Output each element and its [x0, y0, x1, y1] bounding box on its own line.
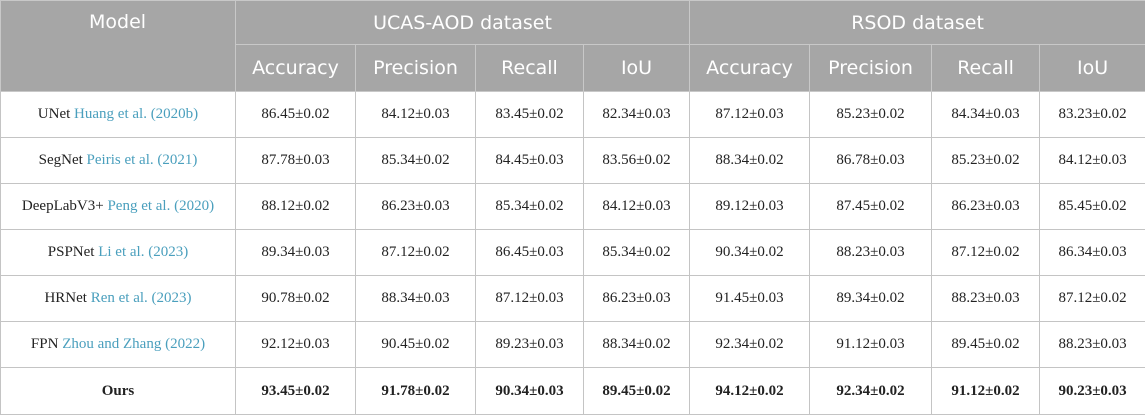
value-cell: 84.45±0.03 [476, 138, 584, 184]
value-cell: 91.12±0.02 [932, 368, 1040, 415]
value-cell: 89.34±0.02 [810, 276, 932, 322]
model-cell: Ours [1, 368, 236, 415]
value-cell: 86.23±0.03 [584, 276, 690, 322]
model-cell: SegNet Peiris et al. (2021) [1, 138, 236, 184]
value-cell: 91.78±0.02 [356, 368, 476, 415]
value-cell: 87.12±0.02 [356, 230, 476, 276]
value-cell: 83.23±0.02 [1040, 92, 1145, 138]
value-cell: 88.34±0.02 [690, 138, 810, 184]
ucas-aod-group-header: UCAS-AOD dataset [236, 1, 690, 45]
value-cell: 86.45±0.02 [236, 92, 356, 138]
value-cell: 90.23±0.03 [1040, 368, 1145, 415]
table-row: FPN Zhou and Zhang (2022) 92.12±0.03 90.… [1, 322, 1145, 368]
metric-header: Precision [356, 45, 476, 92]
metric-header: IoU [1040, 45, 1145, 92]
model-cell: HRNet Ren et al. (2023) [1, 276, 236, 322]
value-cell: 83.56±0.02 [584, 138, 690, 184]
citation-link[interactable]: Huang et al. (2020b) [74, 106, 198, 122]
model-cell: UNet Huang et al. (2020b) [1, 92, 236, 138]
model-column-header: Model [1, 1, 236, 92]
value-cell: 91.12±0.03 [810, 322, 932, 368]
metric-header: Recall [476, 45, 584, 92]
model-name: HRNet [44, 290, 87, 306]
value-cell: 92.34±0.02 [690, 322, 810, 368]
citation-link[interactable]: Ren et al. (2023) [91, 290, 192, 306]
table-body: UNet Huang et al. (2020b) 86.45±0.02 84.… [1, 92, 1145, 415]
value-cell: 85.23±0.02 [932, 138, 1040, 184]
metric-header: Accuracy [690, 45, 810, 92]
model-cell: DeepLabV3+ Peng et al. (2020) [1, 184, 236, 230]
value-cell: 88.23±0.03 [932, 276, 1040, 322]
citation-link[interactable]: Zhou and Zhang (2022) [62, 336, 205, 352]
value-cell: 92.34±0.02 [810, 368, 932, 415]
value-cell: 85.34±0.02 [584, 230, 690, 276]
value-cell: 88.23±0.03 [810, 230, 932, 276]
value-cell: 88.12±0.02 [236, 184, 356, 230]
value-cell: 86.45±0.03 [476, 230, 584, 276]
rsod-group-header: RSOD dataset [690, 1, 1145, 45]
value-cell: 84.12±0.03 [1040, 138, 1145, 184]
citation-link[interactable]: Peng et al. (2020) [107, 198, 214, 214]
metric-header: Precision [810, 45, 932, 92]
value-cell: 93.45±0.02 [236, 368, 356, 415]
value-cell: 84.12±0.03 [356, 92, 476, 138]
metric-header: Accuracy [236, 45, 356, 92]
table-row: PSPNet Li et al. (2023) 89.34±0.03 87.12… [1, 230, 1145, 276]
model-cell: PSPNet Li et al. (2023) [1, 230, 236, 276]
citation-link[interactable]: Peiris et al. (2021) [87, 152, 198, 168]
value-cell: 90.78±0.02 [236, 276, 356, 322]
value-cell: 85.23±0.02 [810, 92, 932, 138]
model-cell: FPN Zhou and Zhang (2022) [1, 322, 236, 368]
value-cell: 87.12±0.03 [476, 276, 584, 322]
value-cell: 89.45±0.02 [584, 368, 690, 415]
value-cell: 86.34±0.03 [1040, 230, 1145, 276]
value-cell: 83.45±0.02 [476, 92, 584, 138]
value-cell: 89.23±0.03 [476, 322, 584, 368]
table-row: UNet Huang et al. (2020b) 86.45±0.02 84.… [1, 92, 1145, 138]
value-cell: 88.34±0.02 [584, 322, 690, 368]
value-cell: 87.78±0.03 [236, 138, 356, 184]
table-row: DeepLabV3+ Peng et al. (2020) 88.12±0.02… [1, 184, 1145, 230]
value-cell: 90.45±0.02 [356, 322, 476, 368]
value-cell: 85.34±0.02 [356, 138, 476, 184]
model-name: SegNet [39, 152, 83, 168]
model-name: FPN [31, 336, 59, 352]
value-cell: 89.45±0.02 [932, 322, 1040, 368]
table-header: Model UCAS-AOD dataset RSOD dataset Accu… [1, 1, 1145, 92]
value-cell: 84.34±0.03 [932, 92, 1040, 138]
value-cell: 87.12±0.02 [932, 230, 1040, 276]
value-cell: 87.12±0.03 [690, 92, 810, 138]
value-cell: 86.23±0.03 [932, 184, 1040, 230]
value-cell: 87.45±0.02 [810, 184, 932, 230]
value-cell: 88.23±0.03 [1040, 322, 1145, 368]
value-cell: 86.78±0.03 [810, 138, 932, 184]
metric-header: IoU [584, 45, 690, 92]
citation-link[interactable]: Li et al. (2023) [98, 244, 188, 260]
table-row: HRNet Ren et al. (2023) 90.78±0.02 88.34… [1, 276, 1145, 322]
model-name: DeepLabV3+ [22, 198, 104, 214]
value-cell: 89.34±0.03 [236, 230, 356, 276]
value-cell: 91.45±0.03 [690, 276, 810, 322]
value-cell: 94.12±0.02 [690, 368, 810, 415]
value-cell: 82.34±0.03 [584, 92, 690, 138]
table-row: SegNet Peiris et al. (2021) 87.78±0.03 8… [1, 138, 1145, 184]
value-cell: 84.12±0.03 [584, 184, 690, 230]
value-cell: 85.34±0.02 [476, 184, 584, 230]
model-name: Ours [102, 383, 135, 399]
value-cell: 89.12±0.03 [690, 184, 810, 230]
value-cell: 87.12±0.02 [1040, 276, 1145, 322]
metric-header: Recall [932, 45, 1040, 92]
value-cell: 85.45±0.02 [1040, 184, 1145, 230]
value-cell: 86.23±0.03 [356, 184, 476, 230]
model-name: PSPNet [48, 244, 95, 260]
value-cell: 92.12±0.03 [236, 322, 356, 368]
value-cell: 88.34±0.03 [356, 276, 476, 322]
model-name: UNet [38, 106, 71, 122]
value-cell: 90.34±0.02 [690, 230, 810, 276]
table-row-ours: Ours 93.45±0.02 91.78±0.02 90.34±0.03 89… [1, 368, 1145, 415]
value-cell: 90.34±0.03 [476, 368, 584, 415]
